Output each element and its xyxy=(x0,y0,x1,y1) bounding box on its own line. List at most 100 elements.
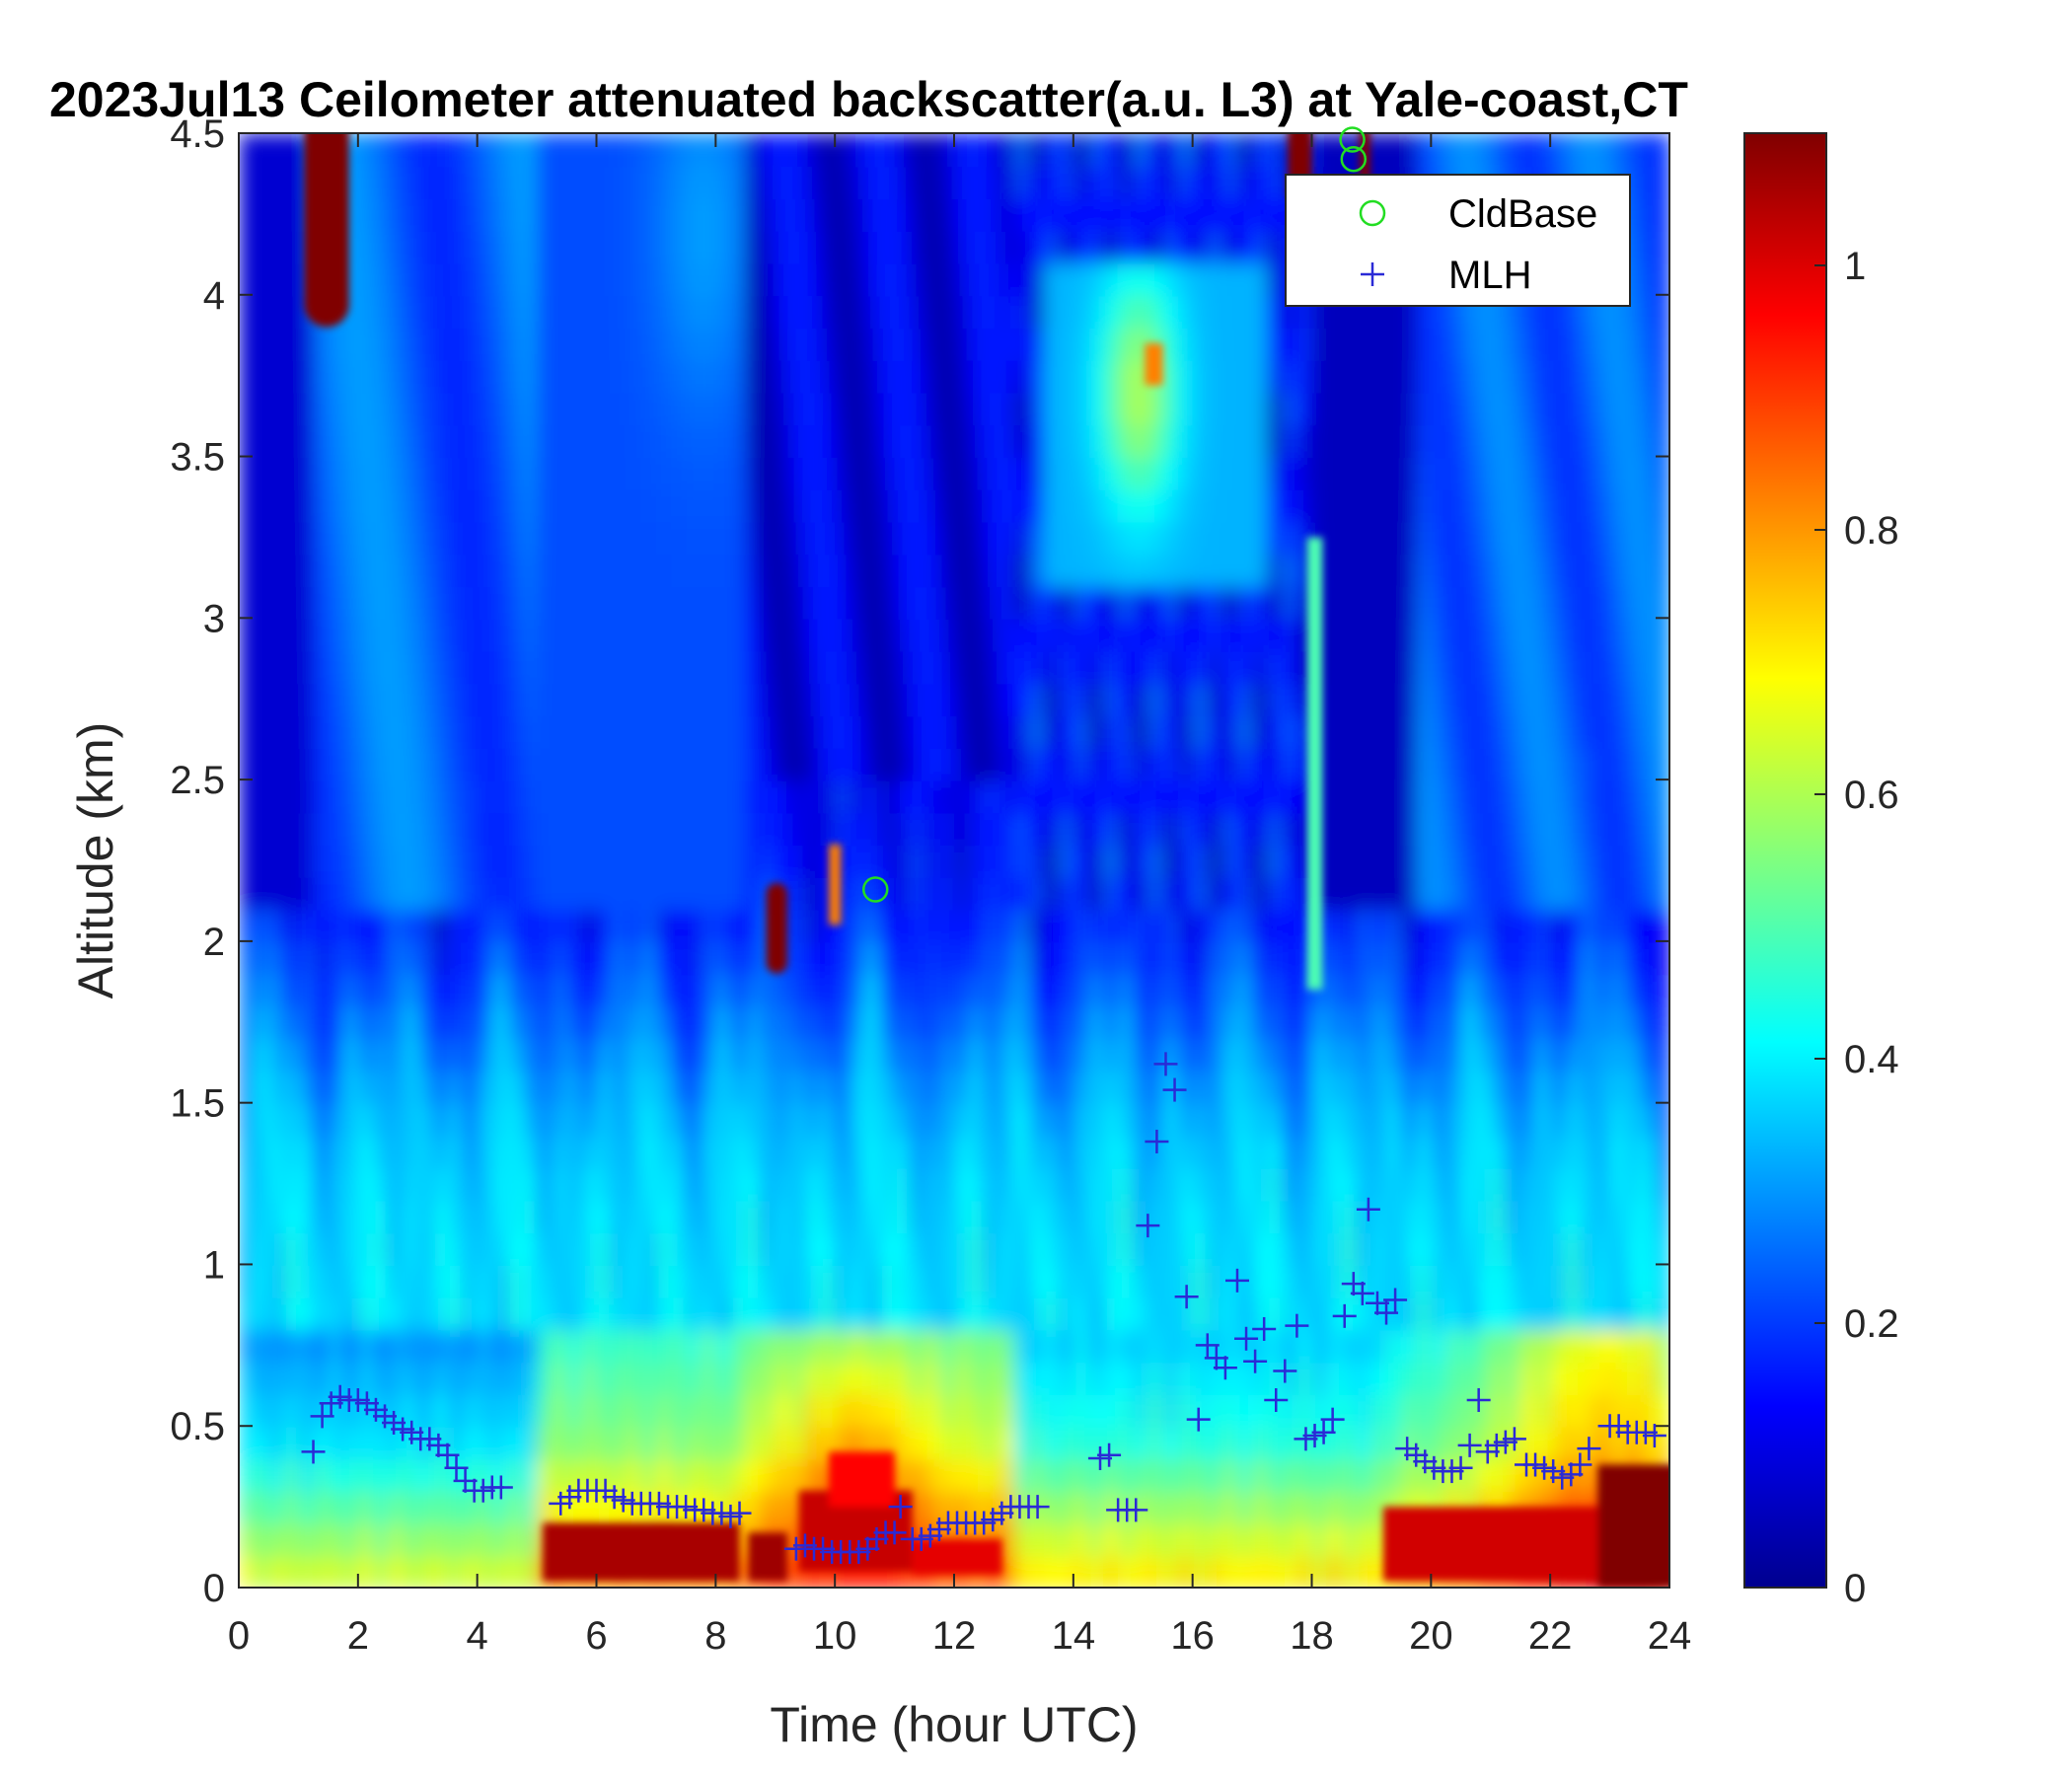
heat-cell xyxy=(447,1199,465,1234)
heat-cell xyxy=(1311,327,1329,361)
heat-cell xyxy=(1580,618,1596,652)
heat-cell xyxy=(1252,1296,1269,1331)
heat-cell xyxy=(552,1070,568,1105)
heat-cell xyxy=(1416,1167,1433,1202)
heat-cell xyxy=(745,1167,763,1202)
heat-cell xyxy=(521,456,539,490)
heat-cell xyxy=(1416,1005,1433,1040)
heat-cell xyxy=(969,747,986,781)
heat-cell xyxy=(1221,197,1239,232)
heat-cell xyxy=(1267,1167,1284,1202)
heat-cell xyxy=(879,779,897,814)
x-tick-label: 4 xyxy=(467,1614,488,1658)
heat-cell xyxy=(283,973,300,1007)
heat-cell xyxy=(1654,1361,1669,1395)
heat-cell xyxy=(820,940,837,976)
heat-cell xyxy=(760,197,777,232)
heat-cell xyxy=(1594,456,1612,490)
heat-cell xyxy=(581,618,598,652)
heat-cell xyxy=(1282,973,1298,1007)
heat-cell xyxy=(581,1038,598,1073)
heat-cell xyxy=(671,779,688,814)
heat-cell xyxy=(1133,876,1149,911)
heat-cell xyxy=(1177,488,1195,523)
heat-cell xyxy=(1341,618,1359,652)
heat-cell xyxy=(1580,585,1596,620)
heat-cell xyxy=(298,650,316,685)
heat-cell xyxy=(835,133,851,168)
heat-cell xyxy=(775,1393,792,1428)
heat-cell xyxy=(581,1231,598,1266)
heat-cell xyxy=(313,779,331,814)
heat-cell xyxy=(745,909,763,943)
heat-cell xyxy=(760,844,777,878)
heat-cell xyxy=(1073,1102,1090,1137)
heat-cell xyxy=(462,359,480,394)
heat-cell xyxy=(745,682,763,717)
heat-cell xyxy=(342,359,360,394)
heat-cell xyxy=(894,1264,912,1298)
heat-cell xyxy=(432,1457,449,1493)
heat-cell xyxy=(506,1457,524,1493)
heat-cell xyxy=(283,779,300,814)
heat-cell xyxy=(462,1199,480,1234)
heat-cell xyxy=(1386,133,1403,168)
heat-cell xyxy=(894,392,912,426)
heat-cell xyxy=(686,714,703,749)
heat-cell xyxy=(417,456,434,490)
heat-cell xyxy=(491,1328,509,1364)
heat-cell xyxy=(864,327,881,361)
heat-cell xyxy=(924,165,941,200)
heat-cell xyxy=(596,133,614,168)
heat-cell xyxy=(1103,230,1120,264)
heat-cell xyxy=(1535,714,1552,749)
heat-cell xyxy=(1282,488,1298,523)
heat-cell xyxy=(521,1005,539,1040)
heat-cell xyxy=(298,1490,316,1524)
heat-cell xyxy=(804,811,822,847)
heat-cell xyxy=(760,165,777,200)
heat-cell xyxy=(864,488,881,523)
heat-cell xyxy=(1192,747,1210,781)
heat-cell xyxy=(552,294,568,330)
heat-cell xyxy=(1356,1070,1373,1105)
heat-cell xyxy=(745,811,763,847)
heat-cell xyxy=(701,1167,717,1202)
heat-cell xyxy=(1236,521,1254,555)
heat-cell xyxy=(477,1490,494,1524)
heat-cell xyxy=(686,1393,703,1428)
heat-cell xyxy=(1356,488,1373,523)
heat-cell xyxy=(1401,1102,1418,1137)
heat-cell xyxy=(298,553,316,588)
heat-cell xyxy=(1013,650,1031,685)
heat-cell xyxy=(1535,456,1552,490)
heat-cell xyxy=(1013,1457,1031,1493)
heat-cell xyxy=(1267,844,1284,878)
heat-cell xyxy=(1356,456,1373,490)
heat-cell xyxy=(1386,456,1403,490)
heat-cell xyxy=(328,392,345,426)
heat-cell xyxy=(1356,1328,1373,1364)
heat-cell xyxy=(1460,844,1478,878)
heat-cell xyxy=(1639,294,1657,330)
heat-cell xyxy=(804,165,822,200)
heat-cell xyxy=(388,262,405,297)
heat-cell xyxy=(999,553,1015,588)
heat-cell xyxy=(1445,1296,1463,1331)
heat-cell xyxy=(894,1135,912,1169)
heat-cell xyxy=(1416,1135,1433,1169)
heat-cell xyxy=(298,811,316,847)
heat-cell xyxy=(655,909,673,943)
colorbar-ticks: 00.20.40.60.81 xyxy=(1814,245,1899,1610)
heat-cell xyxy=(671,262,688,297)
heat-cell xyxy=(909,844,926,878)
heat-cell xyxy=(969,133,986,168)
heat-cell xyxy=(1594,133,1612,168)
heat-cell xyxy=(268,327,285,361)
heat-cell xyxy=(1356,1490,1373,1524)
heat-cell xyxy=(984,197,1000,232)
heat-cell xyxy=(298,779,316,814)
heat-cell xyxy=(611,1231,629,1266)
heat-cell xyxy=(1445,521,1463,555)
heat-cell xyxy=(1445,714,1463,749)
